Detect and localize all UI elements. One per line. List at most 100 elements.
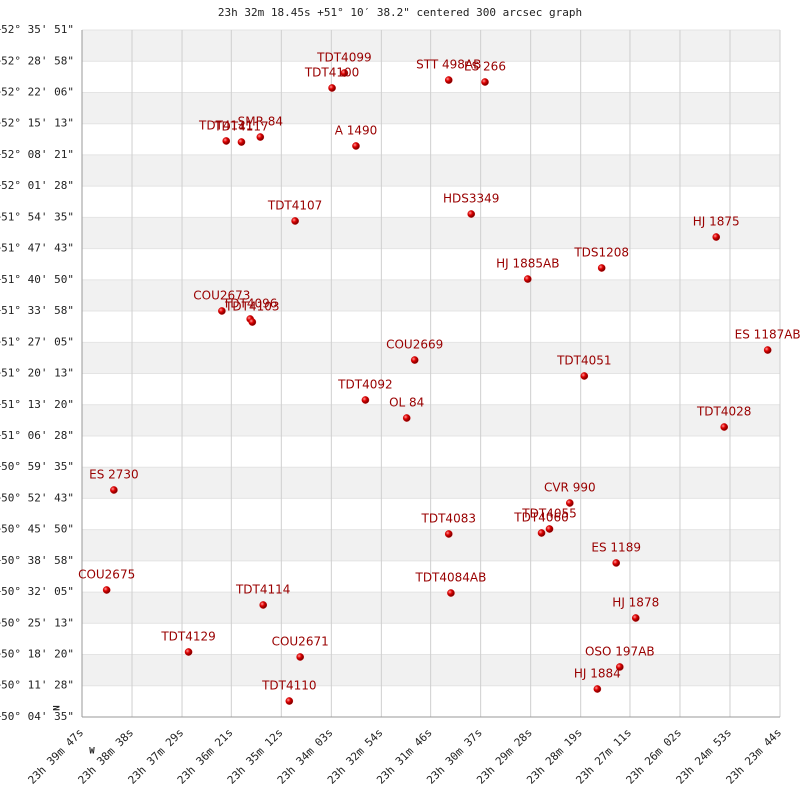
star-marker (631, 614, 640, 622)
star-label: TDT4107 (267, 198, 322, 212)
star-marker (545, 525, 554, 533)
y-tick-label: +50° 59' 35" (0, 460, 74, 473)
star-label: TDT4028 (696, 405, 751, 419)
star-marker (352, 142, 360, 150)
y-tick-label: +51° 06' 28" (0, 429, 74, 442)
star-label: OSO 197AB (585, 644, 655, 658)
y-tick-label: +50° 38' 58" (0, 554, 74, 567)
star-label: TDT4100 (304, 65, 359, 79)
star-marker (340, 69, 349, 77)
star-label: TDT4092 (337, 377, 392, 391)
compass-west: W (89, 747, 95, 757)
y-tick-label: +50° 11' 28" (0, 679, 74, 692)
star-marker (720, 423, 728, 431)
star-label: ES 1189 (591, 540, 641, 554)
y-tick-label: +50° 52' 43" (0, 491, 74, 504)
star-label: TDT4099 (316, 50, 371, 64)
y-tick-label: +52° 01' 28" (0, 179, 74, 192)
chart-title: 23h 32m 18.45s +51° 10′ 38.2" centered 3… (218, 6, 582, 19)
y-tick-label: +52° 35' 51" (0, 23, 74, 36)
y-tick-label: +51° 13' 20" (0, 398, 74, 411)
star-label: ES 1187AB (735, 328, 800, 342)
compass-north: N (53, 705, 63, 710)
star-marker (402, 414, 411, 422)
star-label: HJ 1884 (574, 666, 621, 680)
star-marker (447, 589, 455, 597)
star-marker (218, 307, 226, 315)
y-tick-label: +52° 15' 13" (0, 117, 74, 130)
y-tick-label: +51° 20' 13" (0, 367, 74, 380)
star-marker (612, 559, 620, 567)
star-marker (763, 346, 772, 354)
star-label: HJ 1878 (612, 595, 659, 609)
star-label: TDT4083 (421, 511, 476, 525)
star-marker (444, 76, 453, 84)
star-label: HJ 1875 (693, 215, 740, 229)
star-marker (291, 217, 299, 225)
star-label: COU2675 (78, 567, 135, 581)
star-marker (410, 356, 419, 364)
star-marker (467, 210, 476, 218)
star-label: TDT4114 (235, 582, 290, 596)
star-marker (597, 264, 606, 272)
star-marker (102, 586, 111, 594)
star-label: HJ 1885AB (496, 257, 559, 271)
y-tick-label: +50° 32' 05" (0, 585, 74, 598)
star-label: ES 266 (464, 60, 506, 74)
star-marker (616, 663, 624, 671)
star-label: HDS3349 (443, 192, 499, 206)
star-label: OL 84 (389, 396, 424, 410)
y-tick-label: +50° 45' 50" (0, 523, 74, 536)
y-tick-label: +51° 33' 58" (0, 304, 74, 317)
y-tick-label: +51° 40' 50" (0, 273, 74, 286)
star-marker (256, 133, 265, 141)
star-label: SMR 84 (238, 115, 283, 129)
y-tick-label: +51° 47' 43" (0, 242, 74, 255)
star-marker (481, 78, 489, 86)
y-tick-label: +50° 25' 13" (0, 616, 74, 629)
star-label: TDS1208 (573, 245, 629, 259)
star-marker (566, 499, 574, 507)
y-tick-label: +52° 22' 06" (0, 85, 74, 98)
star-marker (361, 396, 370, 404)
star-marker (296, 653, 304, 661)
star-label: TDT4084AB (414, 571, 486, 585)
y-tick-label: +52° 28' 58" (0, 54, 74, 67)
star-label: CVR 990 (544, 481, 596, 495)
star-marker (444, 530, 453, 538)
star-marker (580, 372, 589, 380)
star-label: TDT4111 (198, 118, 253, 132)
y-tick-label: +52° 08' 21" (0, 148, 74, 161)
star-label: TDT4129 (160, 629, 215, 643)
star-label: STT 498AB (416, 58, 481, 72)
star-label: TDT4117 (213, 120, 268, 134)
star-marker (184, 648, 193, 656)
star-marker (248, 318, 257, 326)
y-tick-label: +51° 27' 05" (0, 335, 74, 348)
y-tick-label: +50° 18' 20" (0, 648, 74, 661)
y-tick-label: +50° 04' 35" (0, 710, 74, 723)
star-label: TDT4060 (513, 510, 568, 524)
star-marker (237, 138, 246, 146)
star-label: ES 2730 (89, 467, 139, 481)
star-marker (110, 486, 118, 494)
star-marker (593, 685, 602, 693)
star-marker (259, 601, 268, 609)
star-label: COU2669 (386, 338, 443, 352)
star-label: COU2673 (193, 288, 250, 302)
star-marker (285, 697, 294, 705)
star-label: A 1490 (335, 123, 378, 137)
star-label: COU2671 (272, 634, 329, 648)
star-marker (537, 529, 546, 537)
star-label: TDT4055 (521, 506, 576, 520)
star-marker (523, 275, 532, 283)
star-label: TDT4103 (224, 300, 279, 314)
star-marker (222, 137, 231, 145)
star-label: TDT4051 (556, 353, 611, 367)
y-tick-label: +51° 54' 35" (0, 210, 74, 223)
star-marker (712, 233, 721, 241)
star-marker (328, 84, 336, 92)
star-label: TDT4096 (222, 297, 277, 311)
star-label: TDT4110 (261, 679, 316, 693)
